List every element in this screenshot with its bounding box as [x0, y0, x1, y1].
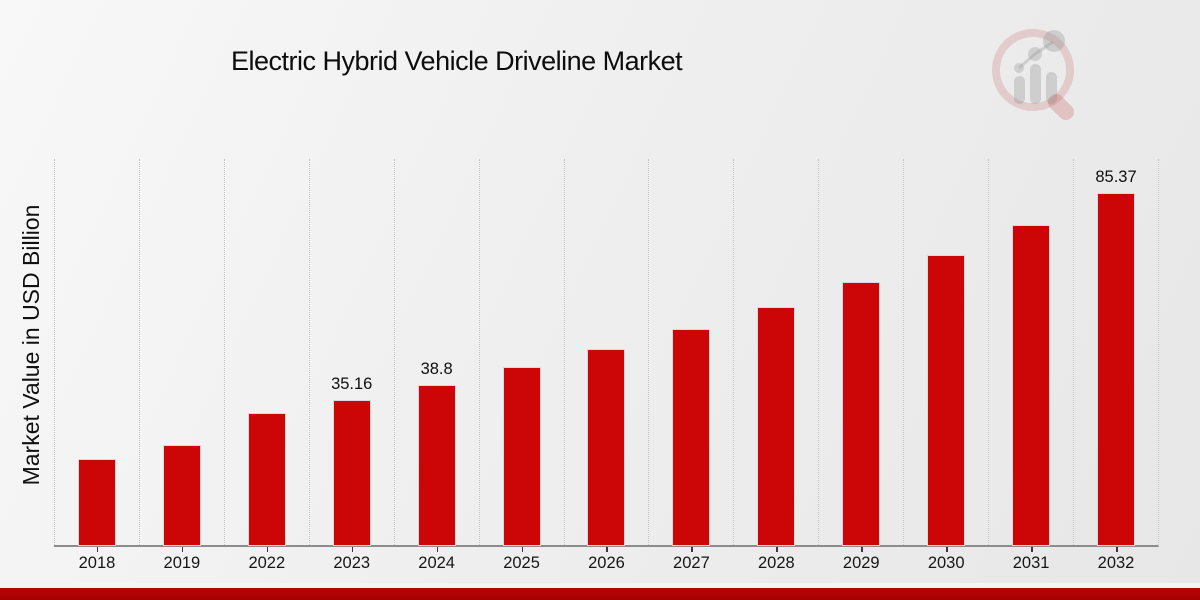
x-axis-tick	[691, 547, 693, 552]
category-slot-2024: 38.8 2024	[393, 159, 479, 572]
bar-2028	[757, 307, 796, 546]
x-tick-label-2018: 2018	[78, 554, 116, 572]
x-tick-label-2031: 2031	[1012, 554, 1050, 572]
x-tick-label-2028: 2028	[757, 554, 795, 572]
category-slot-2023: 35.16 2023	[308, 159, 394, 572]
x-tick-label-2019: 2019	[163, 554, 201, 572]
bar-2030	[927, 255, 966, 546]
bar-2022	[247, 412, 286, 547]
x-tick-label-2029: 2029	[842, 554, 880, 572]
chart-title: Electric Hybrid Vehicle Driveline Market	[231, 46, 683, 76]
bar-2025	[502, 367, 541, 546]
bar-chart-plot-area: 2018 2019 2022 35.16 2023 38.8 2024 2025 2026 202…	[54, 159, 1159, 572]
magnifier-bar-chart-icon	[992, 29, 1074, 120]
bar-2027	[672, 328, 711, 547]
bar-2023	[332, 399, 371, 547]
x-axis-tick	[861, 547, 863, 552]
x-axis-tick	[181, 547, 184, 552]
category-slot-2030: 2030	[903, 159, 988, 572]
bar-2032	[1097, 193, 1136, 546]
x-axis-tick	[436, 547, 439, 552]
bar-value-label: 38.8	[420, 359, 453, 378]
footer-divider	[0, 583, 1200, 588]
footer-accent-bar	[0, 588, 1200, 600]
x-axis-tick	[606, 547, 608, 552]
x-tick-label-2030: 2030	[927, 554, 965, 572]
x-tick-label-2023: 2023	[333, 554, 371, 572]
x-axis-tick	[946, 547, 948, 552]
category-slot-2032: 85.37 2032	[1073, 159, 1158, 572]
x-axis-tick	[266, 547, 269, 552]
x-tick-label-2032: 2032	[1097, 554, 1135, 572]
bar-2024	[417, 384, 456, 547]
x-tick-label-2022: 2022	[248, 554, 286, 572]
y-axis-label: Market Value in USD Billion	[18, 204, 44, 486]
x-axis-tick	[351, 547, 354, 552]
bar-2019	[162, 445, 201, 546]
x-axis-tick	[96, 547, 99, 552]
category-slot-2028: 2028	[733, 159, 818, 572]
category-slot-2029: 2029	[818, 159, 903, 572]
bar-2026	[587, 349, 626, 546]
x-axis-tick	[521, 547, 524, 552]
bar-value-label: 35.16	[331, 374, 373, 393]
x-axis-tick	[1116, 547, 1118, 552]
x-tick-label-2025: 2025	[503, 554, 540, 572]
x-tick-label-2027: 2027	[673, 554, 710, 572]
mrfr-logo-watermark	[992, 29, 1074, 120]
category-slot-2025: 2025	[478, 159, 564, 572]
x-tick-label-2024: 2024	[418, 554, 455, 572]
category-slot-2031: 2031	[988, 159, 1073, 572]
category-slot-2026: 2026	[563, 159, 649, 572]
bar-2029	[842, 282, 881, 546]
bar-value-label: 85.37	[1095, 168, 1137, 187]
x-axis-tick	[1031, 547, 1033, 552]
bar-2031	[1012, 224, 1051, 547]
x-axis-tick	[776, 547, 778, 552]
category-slot-2027: 2027	[648, 159, 733, 572]
category-slot-2019: 2019	[138, 159, 224, 572]
bar-2018	[77, 459, 116, 546]
x-tick-label-2026: 2026	[588, 554, 625, 572]
category-slot-2018: 2018	[54, 159, 139, 572]
category-slot-2022: 2022	[223, 159, 309, 572]
